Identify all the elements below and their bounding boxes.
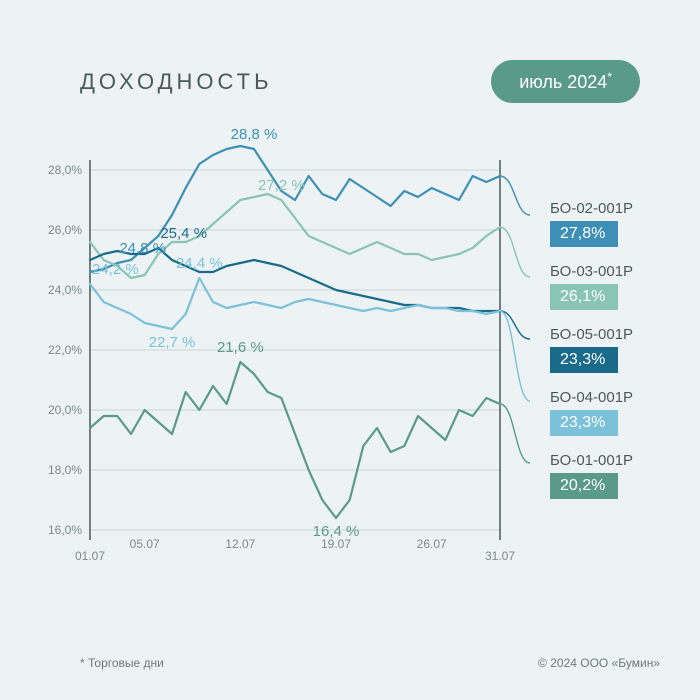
- legend-value: 20,2%: [550, 473, 618, 499]
- svg-text:24,4 %: 24,4 %: [176, 255, 223, 272]
- legend-label: БО-03-001Р: [550, 263, 680, 280]
- svg-text:20,0%: 20,0%: [48, 403, 82, 417]
- date-pill-text: июль 2024: [519, 72, 607, 92]
- svg-text:21,6 %: 21,6 %: [217, 339, 264, 356]
- legend-item: БО-02-001Р 27,8%: [550, 200, 680, 247]
- svg-text:16,0%: 16,0%: [48, 523, 82, 537]
- svg-text:12.07: 12.07: [225, 537, 255, 551]
- legend-value: 26,1%: [550, 284, 618, 310]
- legend-item: БО-04-001Р 23,3%: [550, 389, 680, 436]
- svg-text:16,4 %: 16,4 %: [313, 523, 360, 540]
- legend-value: 23,3%: [550, 347, 618, 373]
- svg-text:25,4 %: 25,4 %: [160, 225, 207, 242]
- svg-text:22,0%: 22,0%: [48, 343, 82, 357]
- svg-text:27,2 %: 27,2 %: [258, 177, 305, 194]
- legend-value: 27,8%: [550, 221, 618, 247]
- chart-title: ДОХОДНОСТЬ: [80, 69, 273, 95]
- copyright: © 2024 ООО «Бумин»: [538, 656, 660, 670]
- legend-item: БО-05-001Р 23,3%: [550, 326, 680, 373]
- legend-label: БО-04-001Р: [550, 389, 680, 406]
- svg-text:05.07: 05.07: [130, 537, 160, 551]
- svg-text:24,2 %: 24,2 %: [92, 261, 139, 278]
- svg-text:31.07: 31.07: [485, 549, 515, 563]
- svg-text:01.07: 01.07: [75, 549, 105, 563]
- footnote: * Торговые дни: [80, 656, 164, 670]
- legend-item: БО-01-001Р 20,2%: [550, 452, 680, 499]
- svg-text:26,0%: 26,0%: [48, 223, 82, 237]
- svg-text:22,7 %: 22,7 %: [149, 334, 196, 351]
- legend-label: БО-02-001Р: [550, 200, 680, 217]
- legend-item: БО-03-001Р 26,1%: [550, 263, 680, 310]
- svg-text:28,8 %: 28,8 %: [231, 126, 278, 143]
- legend-label: БО-05-001Р: [550, 326, 680, 343]
- svg-text:24,8 %: 24,8 %: [119, 240, 166, 257]
- svg-text:26.07: 26.07: [417, 537, 447, 551]
- legend-value: 23,3%: [550, 410, 618, 436]
- date-pill-star: *: [607, 70, 612, 84]
- svg-text:28,0%: 28,0%: [48, 163, 82, 177]
- svg-text:24,0%: 24,0%: [48, 283, 82, 297]
- svg-text:18,0%: 18,0%: [48, 463, 82, 477]
- legend: БО-02-001Р 27,8% БО-03-001Р 26,1% БО-05-001Р…: [550, 200, 680, 515]
- date-pill: июль 2024*: [491, 60, 640, 103]
- legend-label: БО-01-001Р: [550, 452, 680, 469]
